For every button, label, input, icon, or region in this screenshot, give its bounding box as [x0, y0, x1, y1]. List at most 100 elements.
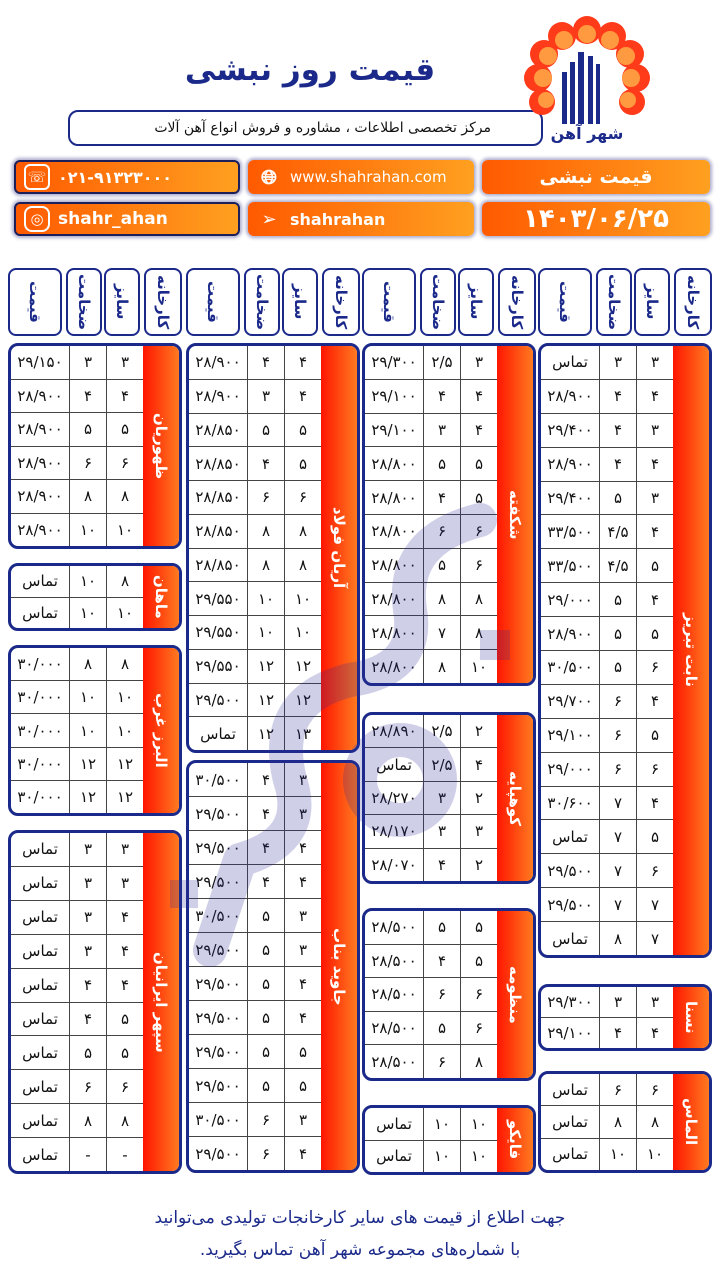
thickness-cell: ۳ — [599, 346, 636, 379]
size-cell: ۶ — [636, 1074, 673, 1106]
thickness-cell: ۴ — [247, 763, 284, 796]
table-row: ۴ ۶ ۲۹/۷۰۰ — [541, 683, 673, 718]
price-cell: تماس — [552, 1145, 588, 1164]
price-cell: ۲۹/۵۰۰ — [195, 1076, 241, 1095]
size-cell: ۵ — [106, 1002, 143, 1036]
thickness-cell: ۴ — [599, 1018, 636, 1048]
thickness-cell: ۶ — [69, 1070, 106, 1104]
thickness-cell: ۵ — [423, 447, 460, 481]
size-cell: ۴ — [636, 515, 673, 549]
size-cell: ۳ — [284, 1103, 321, 1136]
price-cell: تماس — [22, 1111, 58, 1130]
table-row: ۴ ۳ تماس — [11, 899, 143, 934]
table-row: ۶ ۵ ۲۸/۸۰۰ — [365, 547, 497, 582]
table-row: ۴ ۵ ۲۹/۵۰۰ — [189, 966, 321, 1000]
footer-line-2: با شماره‌های مجموعه شهر آهن تماس بگیرید. — [199, 1240, 521, 1260]
factory-name: فایکو — [497, 1108, 533, 1172]
factory-name: نابت تبریز — [673, 346, 709, 955]
price-cell: ۲۹/۱۰۰ — [371, 420, 417, 439]
thickness-cell: ۵ — [69, 1036, 106, 1070]
factory-name: نسنا — [673, 987, 709, 1048]
thickness-cell: ۷ — [423, 616, 460, 650]
thickness-cell: ۴ — [247, 865, 284, 898]
factory-table: شکفته ۳ ۲/۵ ۲۹/۳۰۰ ۴ ۴ ۲۹/۱۰۰ ۴ ۳ ۲۹/۱۰۰ ۵ ۵ ۲۸/۸۰۰ ۵… — [362, 343, 536, 686]
telegram-box[interactable]: ➢ shahrahan — [248, 202, 474, 236]
website-box[interactable]: 🌐︎ www.shahrahan.com — [248, 160, 474, 194]
thickness-cell: ۶ — [247, 1137, 284, 1170]
price-cell: تماس — [22, 840, 58, 859]
size-cell: ۳ — [460, 346, 497, 379]
table-row: ۱۰ ۱۰ تماس — [365, 1108, 497, 1140]
table-row: ۸ ۶ ۲۸/۵۰۰ — [365, 1044, 497, 1078]
table-row: ۴ ۲/۵ تماس — [365, 747, 497, 781]
size-cell: ۶ — [106, 446, 143, 479]
price-cell: ۳۰/۰۰۰ — [17, 754, 63, 773]
price-cell: ۲۹/۴۰۰ — [547, 421, 593, 440]
date-box: ۱۴۰۳/۰۶/۲۵ — [482, 202, 710, 236]
price-cell: ۳۰/۵۰۰ — [195, 1110, 241, 1129]
price-cell: ۲۸/۸۰۰ — [371, 589, 417, 608]
size-cell: ۵ — [636, 549, 673, 583]
thickness-cell: ۶ — [247, 1103, 284, 1136]
thickness-cell: ۴ — [69, 379, 106, 412]
price-cell: ۲۸/۵۰۰ — [371, 1052, 417, 1071]
thickness-cell: - — [69, 1138, 106, 1171]
header-factory: کارخانه — [322, 268, 360, 336]
price-cell: ۲۸/۱۷۰ — [371, 822, 417, 841]
table-row: ۱۰ ۱۰ تماس — [11, 596, 143, 628]
size-cell: ۸ — [106, 480, 143, 513]
table-row: ۳ ۵ ۲۹/۵۰۰ — [189, 932, 321, 966]
price-cell: ۲۹/۳۰۰ — [371, 353, 417, 372]
size-cell: ۸ — [106, 1104, 143, 1138]
size-cell: ۵ — [284, 447, 321, 480]
size-cell: ۵ — [636, 718, 673, 752]
size-cell: ۸ — [460, 616, 497, 650]
thickness-cell: ۵ — [599, 617, 636, 651]
table-row: ۴ ۶ ۲۹/۵۰۰ — [189, 1136, 321, 1170]
size-cell: ۴ — [460, 748, 497, 781]
table-row: ۵ ۴ ۲۸/۸۰۰ — [365, 480, 497, 514]
table-row: ۶ ۵ ۲۸/۵۰۰ — [365, 1010, 497, 1045]
size-cell: ۴ — [284, 865, 321, 898]
thickness-cell: ۶ — [599, 1074, 636, 1106]
thickness-cell: ۵ — [247, 967, 284, 1000]
size-cell: ۴ — [460, 413, 497, 447]
price-cell: ۲۹/۵۰۰ — [195, 838, 241, 857]
thickness-cell: ۴ — [247, 831, 284, 864]
price-cell: ۲۸/۹۰۰ — [17, 520, 63, 539]
thickness-cell: ۴ — [247, 346, 284, 379]
phone-box[interactable]: ☏ ۰۲۱-۹۱۳۲۳۰۰۰ — [14, 160, 240, 194]
table-row: ۷ ۷ ۲۹/۵۰۰ — [541, 887, 673, 922]
header-price: قیمت — [186, 268, 240, 336]
size-cell: - — [106, 1138, 143, 1171]
thickness-cell: ۵ — [423, 911, 460, 944]
telegram-handle[interactable]: shahrahan — [290, 209, 386, 229]
price-cell: تماس — [22, 572, 58, 591]
instagram-handle[interactable]: shahr_ahan — [58, 209, 168, 229]
size-cell: ۱۲ — [106, 780, 143, 813]
price-cell: ۲۸/۸۵۰ — [195, 454, 241, 473]
size-cell: ۸ — [460, 1045, 497, 1078]
size-cell: ۵ — [636, 617, 673, 651]
price-cell: ۲۹/۷۰۰ — [547, 692, 593, 711]
thickness-cell: ۴ — [423, 379, 460, 413]
thickness-cell: ۸ — [423, 582, 460, 616]
price-cell: ۲۹/۱۰۰ — [371, 387, 417, 406]
thickness-cell: ۸ — [69, 480, 106, 513]
subtitle-text: مرکز تخصصی اطلاعات ، مشاوره و فروش انواع… — [154, 120, 491, 136]
size-cell: ۴ — [636, 379, 673, 413]
date: ۱۴۰۳/۰۶/۲۵ — [523, 204, 669, 234]
price-cell: تماس — [22, 1077, 58, 1096]
website-link[interactable]: www.shahrahan.com — [290, 168, 447, 186]
table-rows: ۳ ۳ تماس ۳ ۳ تماس ۴ ۳ تماس ۴ ۳ تماس ۴ ۴ تماس ۵ ۴ تماس ۵ ۵ تم… — [11, 833, 143, 1171]
thickness-cell: ۴ — [247, 447, 284, 480]
size-cell: ۱۰ — [106, 513, 143, 546]
table-row: ۷ ۸ تماس — [541, 921, 673, 955]
table-row: ۳ ۳ ۲۹/۱۵۰ — [11, 346, 143, 379]
size-cell: ۴ — [106, 379, 143, 412]
instagram-box[interactable]: ◎ shahr_ahan — [14, 202, 240, 236]
header-price: قیمت — [538, 268, 592, 336]
price-cell: ۲۸/۵۰۰ — [371, 985, 417, 1004]
price-cell: ۲۹/۳۰۰ — [547, 993, 593, 1011]
telegram-icon: ➢ — [261, 208, 277, 230]
